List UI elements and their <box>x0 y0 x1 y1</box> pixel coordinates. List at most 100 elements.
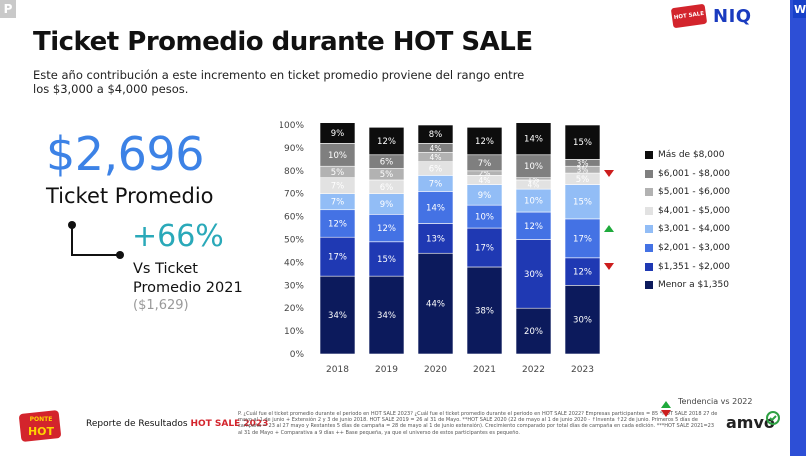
kpi-growth-label: Vs Ticket Promedio 2021 <box>133 261 243 296</box>
bar-segment <box>515 239 552 309</box>
legend-swatch <box>645 244 653 252</box>
bar-value-label: 7% <box>429 179 443 189</box>
trend-down-icon <box>604 169 614 177</box>
bar-value-label: 1% <box>528 175 540 184</box>
bar-value-label: 15% <box>573 138 592 148</box>
bar-segment <box>466 266 503 355</box>
legend-label: $5,001 - $6,000 <box>658 187 730 198</box>
bar-value-label: 4% <box>479 176 491 185</box>
bar-segment <box>564 285 601 355</box>
bar-segment <box>319 275 356 355</box>
connector-dot-top <box>68 221 76 229</box>
bar-value-label: 30% <box>524 270 543 280</box>
trend-legend-label: Tendencia vs 2022 <box>678 397 753 406</box>
y-tick-label: 60% <box>284 213 304 223</box>
ponte-hot-logo: PONTE HOT <box>19 410 61 442</box>
bar-value-label: 5% <box>331 168 345 178</box>
legend-label: $1,351 - $2,000 <box>658 261 730 272</box>
bar-segment <box>466 126 503 156</box>
x-tick-label: 2022 <box>522 365 545 375</box>
legend-item: $3,001 - $4,000 <box>645 222 730 236</box>
kpi-value: $2,696 <box>46 127 204 181</box>
bar-value-label: 17% <box>328 253 347 263</box>
bar-value-label: 12% <box>377 224 396 234</box>
bar-value-label: 10% <box>475 213 494 223</box>
connector-line-horizontal <box>71 254 119 256</box>
legend-label: Menor a $1,350 <box>658 280 729 291</box>
bar-segment <box>368 241 405 277</box>
report-prefix: Reporte de Resultados <box>86 419 191 429</box>
bar-segment <box>417 252 454 355</box>
y-tick-label: 30% <box>284 281 304 291</box>
x-tick-label: 2018 <box>326 365 349 375</box>
bar-value-label: 5% <box>576 175 590 185</box>
legend-item: Más de $8,000 <box>645 148 724 162</box>
bar-value-label: 13% <box>426 234 445 244</box>
bar-value-label: 7% <box>331 198 345 208</box>
bar-segment <box>515 122 552 156</box>
legend-label: Más de $8,000 <box>658 150 725 160</box>
bar-value-label: 7% <box>331 182 345 192</box>
bar-segment <box>466 227 503 268</box>
y-tick-label: 80% <box>284 167 304 177</box>
y-tick-label: 10% <box>284 327 304 337</box>
bar-value-label: 34% <box>328 311 347 321</box>
stacked-bar-chart: 0% 10% 20% 30% 40% 50% 60% 70% 80% 90% 100% 34% 17% 1… <box>280 121 601 375</box>
slide-tab-left[interactable]: P <box>0 0 16 18</box>
y-tick-label: 90% <box>284 144 304 154</box>
bar-segment <box>417 124 454 144</box>
bar-value-label: 6% <box>380 158 394 168</box>
amvo-signal-icon <box>766 411 780 425</box>
bar-segment <box>319 209 356 238</box>
bar-value-label: 6% <box>380 183 394 193</box>
legend-item: Menor a $1,350 <box>645 278 729 292</box>
bar-value-label: 10% <box>524 197 543 207</box>
x-tick-label: 2021 <box>473 365 496 375</box>
bar-segment <box>368 275 405 355</box>
legend-label: $6,001 - $8,000 <box>658 168 730 179</box>
bar-value-label: 4% <box>430 153 442 162</box>
y-tick-label: 40% <box>284 258 304 268</box>
hotsale-logo: HOT SALE <box>670 3 708 29</box>
kpi-growth: +66% <box>132 219 224 254</box>
legend-label: $2,001 - $3,000 <box>658 243 730 253</box>
trend-up-icon <box>661 401 671 408</box>
bar-value-label: 12% <box>328 219 347 229</box>
legend-swatch <box>645 225 653 234</box>
bar-value-label: 2% <box>479 169 491 178</box>
bar-value-label: 14% <box>524 135 543 145</box>
legend-swatch <box>645 262 653 271</box>
trend-down-icon <box>661 410 671 417</box>
slide-tab-right[interactable]: W <box>793 0 806 18</box>
bar-segment <box>319 122 356 144</box>
right-edge-bar <box>784 0 806 456</box>
bar-value-label: 9% <box>478 191 492 201</box>
legend-label: $3,001 - $4,000 <box>658 224 730 235</box>
x-tick-label: 2020 <box>424 365 447 375</box>
niq-logo: NIQ <box>713 6 752 27</box>
x-tick-label: 2023 <box>571 365 594 375</box>
bar-value-label: 17% <box>573 234 592 244</box>
report-highlight: HOT SALE 2023 <box>190 419 269 429</box>
bar-segment <box>515 211 552 240</box>
kpi-label: Ticket Promedio <box>46 184 214 208</box>
legend-item: $5,001 - $6,000 <box>645 185 730 199</box>
bar-value-label: 10% <box>328 151 347 161</box>
kpi-previous-value: ($1,629) <box>133 298 189 313</box>
legend-item: $4,001 - $5,000 <box>645 204 730 218</box>
bar-segment <box>515 307 552 355</box>
page-title: Ticket Promedio durante HOT SALE <box>33 27 533 57</box>
legend-swatch <box>645 281 653 290</box>
bar-segment <box>417 191 454 224</box>
bar-value-label: 15% <box>573 198 592 208</box>
legend-swatch <box>645 206 653 215</box>
bar-value-label: 9% <box>331 129 345 139</box>
bar-value-label: 3% <box>577 159 589 168</box>
report-label: Reporte de Resultados HOT SALE 2023 <box>86 419 268 429</box>
bar-value-label: 30% <box>573 316 592 326</box>
bar-value-label: 44% <box>426 300 445 310</box>
y-tick-label: 100% <box>280 121 304 131</box>
bar-value-label: 38% <box>475 306 494 316</box>
bar-value-label: 12% <box>377 137 396 147</box>
legend-item: $2,001 - $3,000 <box>645 241 730 255</box>
